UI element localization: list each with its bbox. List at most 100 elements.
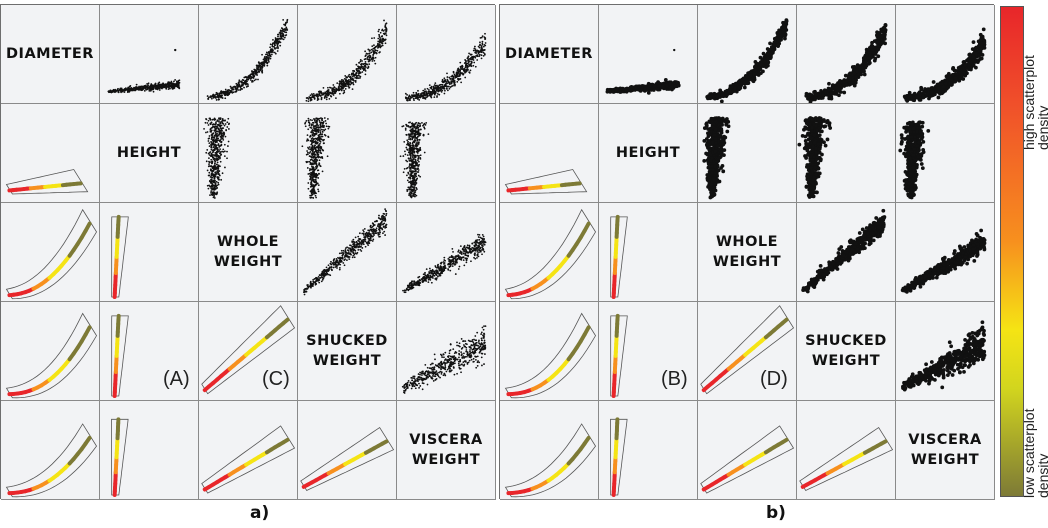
scatter-point: [433, 96, 436, 99]
scatter-point: [347, 251, 350, 253]
scatter-point: [464, 76, 467, 79]
scatter-point: [453, 80, 456, 82]
scatter-point: [266, 64, 269, 67]
scatter-point: [417, 280, 420, 283]
scatter-point: [463, 250, 466, 252]
scatter-point: [206, 149, 209, 151]
scatter-point: [473, 245, 476, 248]
scatter-point: [383, 216, 386, 218]
scatter-point: [211, 136, 213, 139]
scatter-point: [481, 233, 484, 236]
scatter-point: [218, 124, 221, 127]
scatter-point: [453, 352, 456, 355]
scatter-point: [224, 88, 227, 91]
scatter-point: [238, 84, 240, 86]
scatter-point: [220, 138, 223, 140]
scatter-point: [452, 77, 455, 80]
scatter-point: [481, 238, 484, 241]
scatter-point: [419, 146, 422, 149]
variable-label: WHOLE WEIGHT: [213, 234, 283, 270]
scatter-point: [277, 47, 279, 50]
scatter-point: [312, 93, 315, 95]
scatter-point: [385, 34, 388, 37]
scatter-point: [317, 144, 320, 147]
scatter-point: [216, 130, 218, 133]
scatter-point: [210, 158, 213, 161]
scatter-point: [372, 238, 375, 241]
scatter-point: [326, 155, 329, 158]
scatter-point: [229, 85, 232, 88]
scatter-point: [370, 58, 373, 60]
scatter-point: [362, 69, 365, 72]
scatter-point: [170, 80, 173, 83]
scatter-point: [217, 139, 219, 142]
scatter-point: [425, 280, 428, 282]
scatter-point: [369, 236, 372, 238]
scatter-point: [416, 148, 419, 151]
scatter-point: [435, 269, 438, 272]
scatter-point: [483, 53, 486, 55]
scatter-point: [407, 186, 410, 189]
scatter-point: [408, 188, 411, 191]
scatter-point: [376, 43, 379, 46]
scatter-point: [378, 40, 381, 43]
scatter-point: [208, 184, 210, 187]
scatter-point: [212, 118, 215, 121]
density-cell: [1, 203, 100, 302]
scatter-point: [310, 123, 313, 126]
scatter-point: [220, 136, 223, 139]
scatter-point: [319, 142, 321, 145]
scatter-point: [448, 352, 451, 355]
scatter-point: [419, 148, 422, 151]
scatter-point: [364, 68, 367, 70]
scatter-point: [463, 264, 466, 267]
scatter-point: [257, 61, 260, 64]
scatter-point: [319, 276, 322, 279]
scatter-point: [319, 145, 322, 148]
scatter-point: [403, 289, 406, 292]
scatter-point: [215, 136, 218, 138]
scatter-point: [355, 69, 358, 72]
scatter-point: [415, 282, 418, 285]
scatter-point: [432, 277, 434, 279]
scatter-point: [448, 256, 451, 259]
scatter-point: [221, 121, 223, 124]
scatter-point: [465, 69, 468, 72]
density-contour: [111, 216, 129, 298]
scatter-point: [172, 86, 175, 89]
scatter-point: [443, 80, 446, 82]
scatter-point: [407, 171, 410, 174]
scatter-point: [356, 241, 358, 244]
scatter-point: [446, 72, 448, 75]
scatter-point: [317, 188, 319, 191]
scatter-point: [317, 184, 320, 187]
scatter-point: [435, 274, 438, 277]
scatter-point: [311, 162, 314, 165]
scatter-point: [210, 155, 213, 157]
scatter-point: [381, 35, 384, 37]
scatter-point: [358, 70, 360, 73]
scatter-point: [344, 87, 347, 90]
scatter-point: [223, 143, 226, 146]
scatter-point: [314, 121, 317, 124]
scatter-point: [220, 128, 223, 131]
scatter-point: [315, 128, 317, 131]
scatter-cell: [298, 104, 397, 203]
scatter-point: [472, 64, 475, 67]
scatter-point: [161, 83, 163, 86]
scatter-point: [206, 169, 209, 172]
scatter-point: [220, 96, 223, 98]
scatter-point: [344, 247, 347, 250]
scatter-point: [425, 91, 428, 94]
scatter-point: [428, 272, 431, 275]
scatter-point: [327, 90, 330, 93]
scatter-point: [379, 225, 382, 227]
scatter-point: [410, 287, 413, 290]
scatter-point: [220, 135, 223, 138]
scatter-point: [218, 150, 221, 152]
scatter-point: [463, 352, 465, 355]
scatter-point: [167, 82, 170, 84]
scatter-point: [438, 89, 441, 92]
scatter-point: [412, 95, 415, 98]
scatter-point: [402, 289, 404, 292]
